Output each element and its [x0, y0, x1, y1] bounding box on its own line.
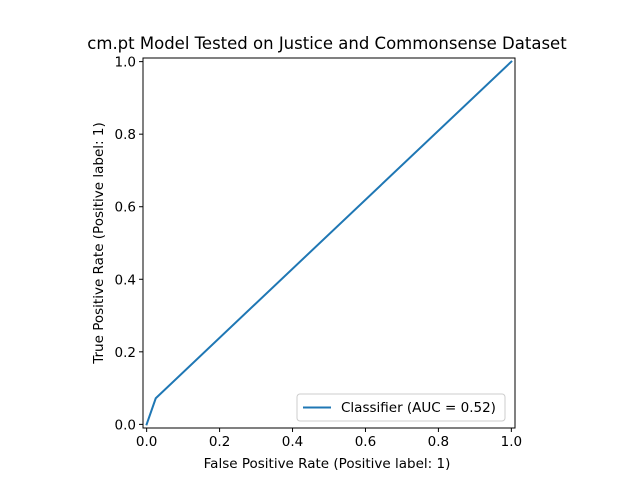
x-tick-label: 0.0 [136, 434, 157, 450]
y-tick-label: 0.2 [115, 345, 136, 361]
x-axis-ticks: 0.0 0.2 0.4 0.6 0.8 1.0 [136, 428, 522, 450]
y-tick-label: 0.0 [115, 417, 136, 433]
series-layer [145, 60, 513, 426]
series-line-0 [145, 60, 513, 426]
x-tick-label: 0.2 [209, 434, 230, 450]
y-axis-label: True Positive Rate (Positive label: 1) [91, 122, 107, 365]
legend-entry: Classifier (AUC = 0.52) [341, 400, 496, 416]
y-tick-label: 0.6 [115, 200, 136, 216]
x-tick-label: 0.6 [355, 434, 376, 450]
x-tick-label: 0.4 [282, 434, 303, 450]
y-tick-label: 0.4 [115, 272, 136, 288]
plot-frame [142, 57, 516, 429]
legend-box [296, 393, 506, 422]
plot-background [143, 58, 515, 428]
chart-title: cm.pt Model Tested on Justice and Common… [87, 34, 567, 53]
y-tick-label: 0.8 [115, 127, 136, 143]
x-tick-label: 0.8 [428, 434, 449, 450]
legend: Classifier (AUC = 0.52) [296, 393, 506, 422]
plot-area [142, 57, 516, 429]
y-tick-label: 1.0 [115, 55, 136, 71]
y-axis-ticks: 0.0 0.2 0.4 0.6 0.8 1.0 [115, 55, 143, 433]
x-axis-label: False Positive Rate (Positive label: 1) [204, 456, 451, 472]
x-tick-label: 1.0 [501, 434, 522, 450]
